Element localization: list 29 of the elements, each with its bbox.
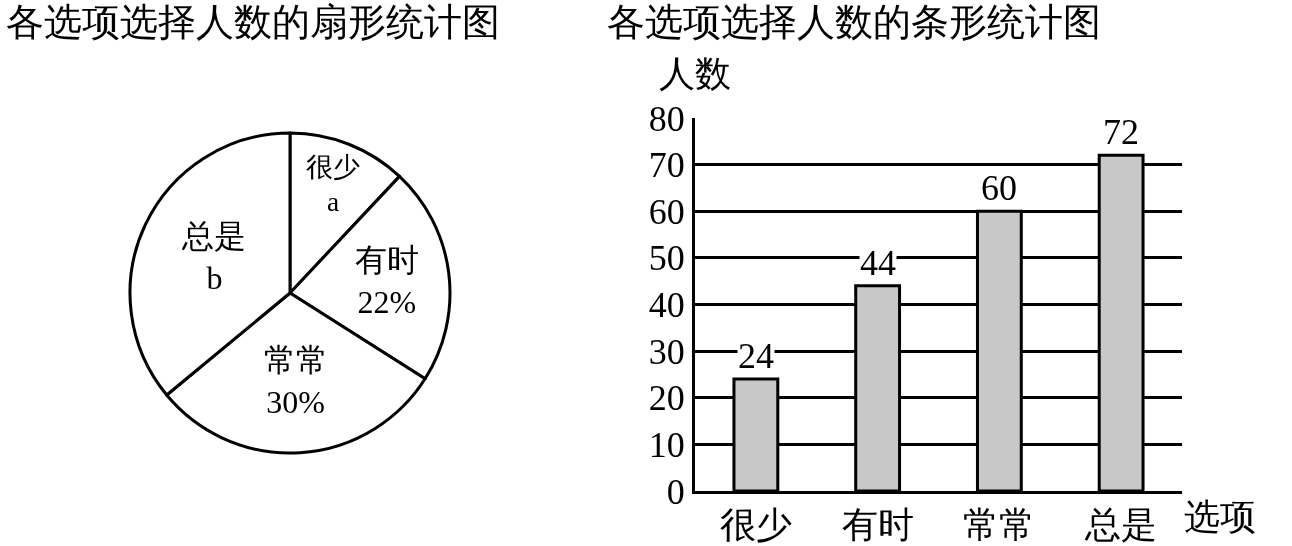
x-tick-label: 总是 — [1084, 505, 1158, 546]
y-tick-label: 70 — [648, 145, 685, 186]
data-label: 72 — [1103, 112, 1139, 152]
data-label: 44 — [860, 243, 896, 283]
y-tick-label: 60 — [648, 191, 685, 232]
data-label: a — [326, 187, 340, 218]
data-label: b — [206, 260, 223, 297]
slice-label: 有时 — [354, 241, 419, 278]
y-axis-title: 人数 — [659, 54, 731, 94]
y-tick-label: 20 — [648, 378, 685, 419]
y-tick-label: 30 — [648, 331, 685, 372]
slice-label: 常常 — [263, 342, 328, 379]
data-label: 30% — [266, 384, 325, 421]
chart-title: 各选项选择人数的扇形统计图 — [6, 0, 500, 43]
x-tick-label: 常常 — [963, 505, 1036, 546]
chart-title: 各选项选择人数的条形统计图 — [606, 0, 1101, 43]
slice-label: 总是 — [181, 218, 247, 255]
data-label: 24 — [738, 336, 774, 376]
y-tick-label: 0 — [666, 471, 685, 512]
y-tick-label: 40 — [648, 285, 685, 326]
slice-label: 很少 — [306, 151, 361, 182]
y-tick-label: 80 — [648, 98, 685, 139]
y-tick-label: 50 — [648, 238, 685, 279]
x-tick-label: 有时 — [841, 505, 914, 546]
data-label: 22% — [357, 283, 417, 320]
y-tick-label: 10 — [648, 424, 685, 465]
x-axis-title: 选项 — [1184, 497, 1256, 537]
data-label: 60 — [981, 168, 1017, 208]
x-tick-label: 很少 — [719, 505, 792, 546]
